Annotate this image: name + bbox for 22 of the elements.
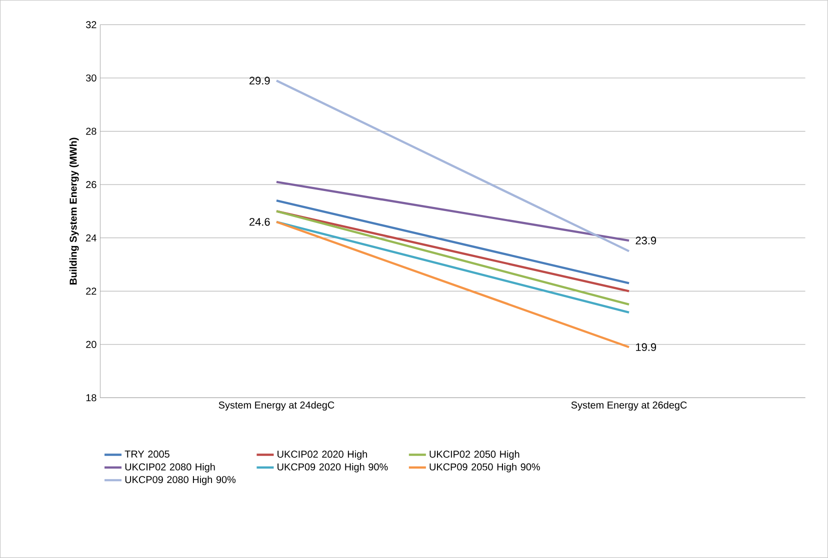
legend-label: UKCIP02 2050 High — [430, 450, 520, 460]
y-tick-label: 30 — [86, 74, 96, 82]
y-tick-label: 22 — [86, 288, 96, 295]
y-tick-label: 20 — [86, 340, 96, 348]
data-label: 23.9 — [636, 236, 656, 244]
data-label: 19.9 — [636, 343, 656, 352]
y-tick-label: 28 — [86, 128, 96, 135]
x-tick-label: System Energy at 24degC — [218, 401, 334, 411]
legend-label: UKCP09 2020 High 90% — [278, 463, 388, 472]
legend-label: TRY 2005 — [124, 450, 170, 458]
data-label: 24.6 — [250, 218, 270, 226]
y-axis-title: Building System Energy (MWh) — [69, 138, 79, 284]
x-tick-label: System Energy at 26degC — [571, 401, 687, 411]
data-label: 29.9 — [250, 76, 270, 85]
legend-label: UKCP09 2080 High 90% — [125, 476, 236, 486]
y-tick-label: 24 — [86, 234, 96, 242]
y-tick-label: 18 — [86, 394, 96, 402]
legend-label: UKCIP02 2020 High — [278, 450, 367, 460]
y-tick-label: 32 — [86, 21, 96, 28]
y-tick-label: 26 — [86, 181, 96, 188]
legend-label: UKCIP02 2080 High — [125, 463, 215, 472]
legend-label: UKCP09 2050 High 90% — [430, 463, 540, 472]
